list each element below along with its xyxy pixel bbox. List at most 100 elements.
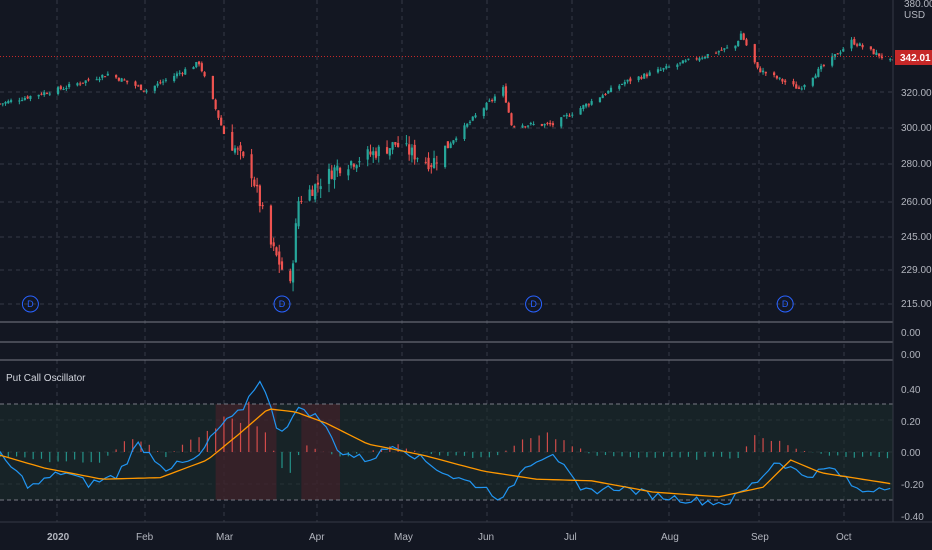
last-price-tag-bg [895, 50, 932, 65]
candle-body [330, 170, 333, 179]
candle-body [858, 43, 861, 46]
price-tick-label: 260.00 [901, 197, 932, 208]
candle-body [366, 149, 369, 160]
price-axis-ticks: 320.00 300.00 280.00 260.00 245.00 229.0… [901, 88, 932, 310]
candle-body [684, 60, 687, 62]
candle-body [734, 45, 737, 49]
candle-body [134, 81, 137, 86]
candle-body [159, 82, 162, 84]
oscillator-tick-label: 0.40 [901, 385, 921, 396]
last-price-tag[interactable]: 342.01 [895, 50, 932, 65]
dividend-marker[interactable] [273, 295, 291, 313]
dividend-marker-label: D [279, 299, 286, 309]
candle-body [29, 95, 32, 99]
candle-body [338, 167, 342, 174]
candle-body [59, 86, 62, 89]
candle-body [502, 87, 505, 96]
candle-body [23, 97, 26, 100]
candle-body [269, 205, 273, 245]
dividend-marker[interactable] [525, 295, 543, 313]
candle-body [775, 75, 778, 79]
candle-body [76, 83, 79, 86]
indicator-title[interactable]: Put Call Oscillator [6, 373, 86, 384]
oscillator-slow-line [0, 408, 891, 498]
candle-body [507, 102, 510, 113]
dividend-marker-label: D [530, 299, 537, 309]
candle-body [753, 44, 756, 63]
time-label: May [394, 532, 413, 543]
candle-body [233, 148, 237, 153]
price-axis-top-label: 380.00 [904, 0, 932, 10]
candle-body [703, 56, 707, 59]
dividend-marker-label: D [782, 299, 789, 309]
candle-body [242, 151, 245, 157]
candle-body [720, 49, 723, 51]
currency-label[interactable]: USD [904, 10, 925, 21]
time-label: Aug [661, 532, 679, 543]
candle-body [833, 54, 837, 58]
candle-body [820, 65, 823, 70]
candle-body [488, 100, 491, 102]
dividend-marker[interactable] [776, 295, 794, 313]
candle-body [455, 138, 458, 141]
candle-body [21, 100, 24, 102]
candle-body [889, 59, 892, 61]
candle-body [214, 99, 217, 109]
candle-body [759, 68, 762, 73]
candle-body [239, 145, 242, 152]
candle-body [623, 82, 626, 85]
candle-body [220, 117, 223, 126]
oscillator-highlight-zone [301, 404, 341, 500]
candle-body [1, 103, 4, 105]
candle-body [607, 90, 610, 94]
candle-body [115, 75, 118, 78]
candle-body [7, 100, 10, 104]
candle-body [56, 87, 60, 95]
time-label: Apr [309, 532, 325, 543]
candle-body [316, 182, 320, 185]
candle-body [405, 143, 408, 145]
candle-body [579, 108, 582, 115]
oscillator-tick-label: -0.40 [901, 512, 924, 523]
dividend-marker[interactable] [21, 295, 39, 313]
candle-body [278, 251, 281, 265]
candle-body [726, 47, 729, 49]
candle-body [795, 84, 798, 89]
candle-body [468, 121, 472, 123]
candle-body [297, 201, 300, 227]
candle-body [814, 75, 817, 79]
candle-body [701, 57, 704, 59]
candle-body [587, 104, 590, 106]
candle-body [18, 100, 21, 102]
price-axis[interactable] [893, 0, 932, 522]
candle-body [289, 270, 292, 282]
candle-body [101, 74, 104, 78]
candle-body [792, 81, 795, 85]
candle-body [781, 79, 784, 82]
candle-body [98, 78, 101, 81]
candle-body [43, 92, 46, 95]
candle-body [444, 145, 447, 167]
candle-body [435, 162, 438, 164]
candle-body [164, 79, 167, 81]
candle-body [875, 52, 878, 56]
candle-body [626, 79, 629, 82]
candle-body [294, 223, 297, 263]
candle-body [62, 88, 65, 90]
candle-body [250, 154, 253, 179]
candle-body [397, 142, 400, 147]
candle-body [40, 93, 43, 95]
candle-body [764, 71, 767, 74]
candle-body [184, 69, 187, 75]
candle-body [253, 179, 256, 186]
candle-body [195, 62, 198, 68]
candle-body [103, 76, 107, 78]
candle-body [352, 164, 355, 167]
candle-body [861, 44, 864, 48]
candle-body [590, 101, 593, 105]
candle-body [126, 80, 129, 83]
candle-body [410, 147, 414, 156]
time-axis[interactable] [0, 522, 932, 550]
